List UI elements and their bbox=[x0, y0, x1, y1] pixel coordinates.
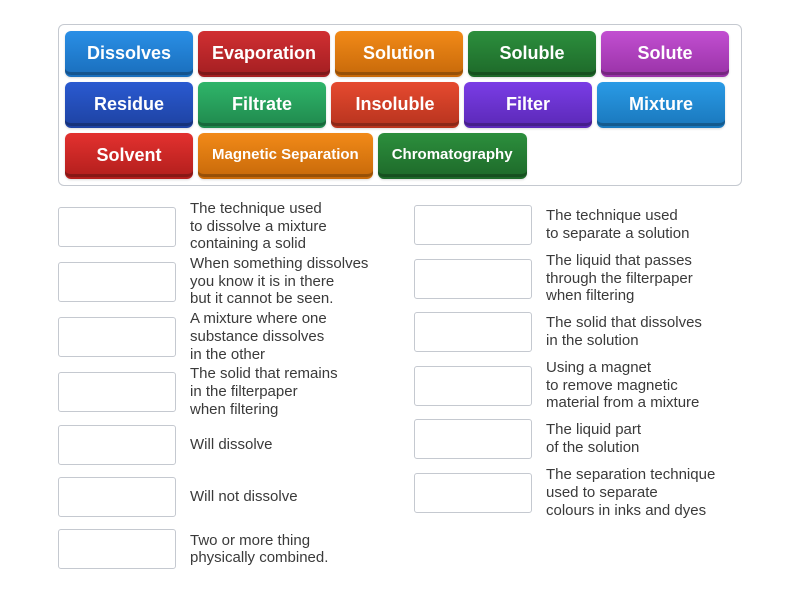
word-tile-label: Solution bbox=[363, 44, 435, 63]
word-tile[interactable]: Mixture bbox=[597, 82, 725, 128]
word-tile[interactable]: Chromatography bbox=[378, 133, 527, 179]
definition-text: The solid that remains in the filterpape… bbox=[190, 365, 338, 418]
definition-row: The technique used to dissolve a mixture… bbox=[58, 200, 386, 253]
word-bank: Dissolves Evaporation Solution Soluble Solut… bbox=[58, 24, 742, 186]
definition-text: Two or more thing physically combined. bbox=[190, 532, 328, 567]
definitions-right-column: The technique used to separate a solutio… bbox=[414, 200, 742, 576]
definitions-left-column: The technique used to dissolve a mixture… bbox=[58, 200, 386, 576]
word-tile-label: Solute bbox=[638, 44, 693, 63]
answer-slot[interactable] bbox=[414, 473, 532, 513]
definition-text: The liquid part of the solution bbox=[546, 421, 641, 456]
word-tile-label: Chromatography bbox=[392, 147, 513, 163]
word-tile-label: Evaporation bbox=[212, 44, 316, 63]
definition-row: The solid that remains in the filterpape… bbox=[58, 365, 386, 418]
word-tile[interactable]: Magnetic Separation bbox=[198, 133, 373, 179]
definition-row: The liquid that passes through the filte… bbox=[414, 252, 742, 305]
word-tile-label: Insoluble bbox=[355, 95, 434, 114]
definition-row: The solid that dissolves in the solution bbox=[414, 307, 742, 357]
word-tile-label: Mixture bbox=[629, 95, 693, 114]
definition-text: Using a magnet to remove magnetic materi… bbox=[546, 359, 699, 412]
definition-row: Will not dissolve bbox=[58, 472, 386, 522]
answer-slot[interactable] bbox=[414, 366, 532, 406]
answer-slot[interactable] bbox=[58, 372, 176, 412]
answer-slot[interactable] bbox=[58, 529, 176, 569]
word-tile[interactable]: Filtrate bbox=[198, 82, 326, 128]
word-tile[interactable]: Insoluble bbox=[331, 82, 459, 128]
definition-row: Using a magnet to remove magnetic materi… bbox=[414, 359, 742, 412]
answer-slot[interactable] bbox=[414, 312, 532, 352]
answer-slot[interactable] bbox=[58, 317, 176, 357]
answer-slot[interactable] bbox=[414, 205, 532, 245]
answer-slot[interactable] bbox=[58, 262, 176, 302]
word-tile-label: Filter bbox=[506, 95, 550, 114]
answer-slot[interactable] bbox=[414, 259, 532, 299]
definition-text: When something dissolves you know it is … bbox=[190, 255, 368, 308]
word-tile-label: Soluble bbox=[500, 44, 565, 63]
definition-row: The technique used to separate a solutio… bbox=[414, 200, 742, 250]
word-tile[interactable]: Residue bbox=[65, 82, 193, 128]
definition-text: A mixture where one substance dissolves … bbox=[190, 310, 327, 363]
word-tile-label: Filtrate bbox=[232, 95, 292, 114]
definition-text: Will not dissolve bbox=[190, 488, 298, 506]
word-tile[interactable]: Solution bbox=[335, 31, 463, 77]
word-tile[interactable]: Dissolves bbox=[65, 31, 193, 77]
answer-slot[interactable] bbox=[58, 207, 176, 247]
answer-slot[interactable] bbox=[58, 477, 176, 517]
definition-row: Will dissolve bbox=[58, 420, 386, 470]
definition-row: Two or more thing physically combined. bbox=[58, 524, 386, 574]
word-tile-label: Magnetic Separation bbox=[212, 147, 359, 163]
answer-slot[interactable] bbox=[414, 419, 532, 459]
definitions: The technique used to dissolve a mixture… bbox=[58, 200, 742, 576]
answer-slot[interactable] bbox=[58, 425, 176, 465]
word-tile[interactable]: Solute bbox=[601, 31, 729, 77]
definition-text: The separation technique used to separat… bbox=[546, 466, 715, 519]
definition-row: A mixture where one substance dissolves … bbox=[58, 310, 386, 363]
definition-text: The technique used to separate a solutio… bbox=[546, 207, 689, 242]
word-tile[interactable]: Soluble bbox=[468, 31, 596, 77]
definition-text: The technique used to dissolve a mixture… bbox=[190, 200, 327, 253]
definition-text: Will dissolve bbox=[190, 436, 273, 454]
definition-row: When something dissolves you know it is … bbox=[58, 255, 386, 308]
definition-text: The solid that dissolves in the solution bbox=[546, 314, 702, 349]
word-tile[interactable]: Evaporation bbox=[198, 31, 330, 77]
word-tile[interactable]: Solvent bbox=[65, 133, 193, 179]
definition-row: The liquid part of the solution bbox=[414, 414, 742, 464]
definition-text: The liquid that passes through the filte… bbox=[546, 252, 693, 305]
word-tile-label: Residue bbox=[94, 95, 164, 114]
definition-row: The separation technique used to separat… bbox=[414, 466, 742, 519]
word-tile[interactable]: Filter bbox=[464, 82, 592, 128]
word-tile-label: Solvent bbox=[96, 146, 161, 165]
word-tile-label: Dissolves bbox=[87, 44, 171, 63]
